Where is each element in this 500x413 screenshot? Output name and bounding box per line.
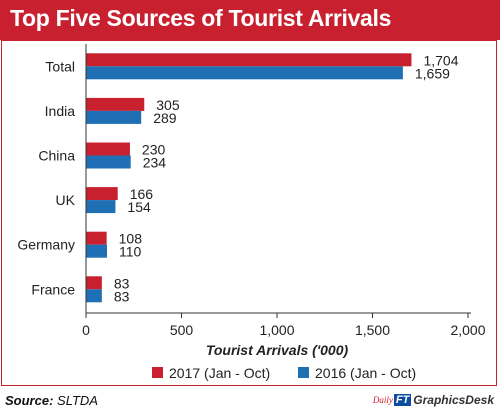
legend-2017-swatch	[152, 367, 163, 378]
credit-daily: Daily	[372, 395, 393, 405]
source-value: SLTDA	[57, 393, 98, 408]
value-label-2017-uk: 166	[130, 186, 154, 202]
source-label: Source:	[5, 393, 54, 408]
bar-2016-china	[86, 155, 131, 169]
title-bar: Top Five Sources of Tourist Arrivals	[0, 0, 500, 40]
credit-ft: FT	[393, 394, 412, 406]
bar-2016-india	[86, 110, 142, 124]
source-note: Source: SLTDA	[5, 393, 98, 408]
footer: Source: SLTDA Daily FT GraphicsDesk	[0, 387, 500, 413]
value-label-2017-india: 305	[156, 97, 180, 113]
bar-2016-uk	[86, 200, 116, 214]
value-label-2017-china: 230	[142, 142, 166, 158]
value-label-2017-germany: 108	[119, 231, 143, 247]
legend-2016-label: 2016 (Jan - Oct)	[315, 365, 416, 381]
category-label-india: India	[45, 103, 76, 119]
bar-2017-total	[86, 53, 412, 67]
bar-2017-uk	[86, 187, 118, 201]
legend-2017-label: 2017 (Jan - Oct)	[169, 365, 270, 381]
category-label-china: China	[38, 148, 75, 164]
x-tick-label-2000: 2,000	[450, 322, 485, 338]
value-label-2017-total: 1,704	[423, 52, 458, 68]
x-tick-label-1500: 1,500	[355, 322, 390, 338]
value-label-2016-germany: 110	[119, 244, 142, 260]
value-label-2016-uk: 154	[127, 199, 151, 215]
x-tick-label-0: 0	[82, 322, 90, 338]
chart-frame: Total 1,704 1,659 India 305 289 China 230 234 UK 1…	[1, 40, 497, 386]
chart-title: Top Five Sources of Tourist Arrivals	[10, 5, 392, 31]
category-label-france: France	[31, 281, 75, 297]
value-label-2016-china: 234	[143, 155, 167, 171]
x-tick-label-500: 500	[170, 322, 194, 338]
bar-2016-total	[86, 66, 403, 80]
x-tick-label-1000: 1,000	[259, 322, 294, 338]
value-label-2017-france: 83	[114, 275, 130, 291]
x-axis-title: Tourist Arrivals ('000)	[206, 342, 349, 358]
value-label-2016-india: 289	[153, 110, 177, 126]
category-label-total: Total	[45, 58, 75, 74]
bar-2017-germany	[86, 231, 107, 245]
bar-2017-china	[86, 142, 130, 156]
bar-2016-france	[86, 289, 102, 303]
bar-2017-india	[86, 97, 145, 111]
legend-2016-swatch	[298, 367, 309, 378]
credit-logo: Daily FT GraphicsDesk	[373, 391, 494, 409]
bar-2017-france	[86, 276, 102, 290]
credit-desk: GraphicsDesk	[413, 393, 494, 407]
value-label-2016-france: 83	[114, 288, 130, 304]
category-label-germany: Germany	[17, 237, 75, 253]
value-label-2016-total: 1,659	[415, 65, 450, 81]
category-label-uk: UK	[56, 192, 76, 208]
bar-2016-germany	[86, 244, 108, 258]
